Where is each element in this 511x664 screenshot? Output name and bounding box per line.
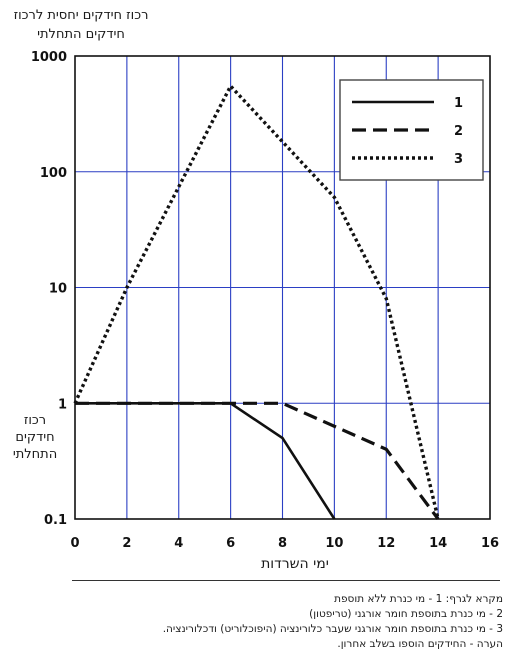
series-lines [73,83,440,520]
series-2-line [75,401,440,520]
y-tick-label: 100 [40,166,67,181]
note-line-3: 3 - מי כנרת בתוספת חומר אורגני שעבר כלור… [162,623,503,635]
x-tick-label: 10 [325,536,343,551]
y-tick-label: 1 [58,397,67,412]
y-tick-label: 0.1 [44,513,67,528]
series-1-line [75,401,336,520]
y-axis-title: רכוז חידקים יחסית לרכוז חידקים התחלתי [13,8,149,42]
note-line-1: מקרא לגרף: 1 - מי כנרת ללא תוספת [334,593,503,605]
x-tick-label: 16 [481,536,499,551]
note-line-2: 2 - מי כנרת בתוספת חומר אורגני (טריפטון) [309,608,503,620]
legend-label-2: 2 [454,124,463,139]
legend-label-1: 1 [454,96,463,111]
x-tick-label: 8 [278,536,287,551]
legend-label-3: 3 [454,152,463,167]
y-tick-label: 1000 [31,50,67,65]
note-line-4: הערה - החידקים הוספו בשלב אחרון. [337,638,503,650]
divider-line [72,580,500,581]
x-tick-label: 14 [429,536,447,551]
plot-frame [74,55,491,520]
x-tick-label: 12 [377,536,395,551]
x-tick-label: 0 [70,536,79,551]
y-tick-label: 10 [49,282,67,297]
legend-notes: מקרא לגרף: 1 - מי כנרת ללא תוספת 2 - מי … [33,592,503,652]
x-tick-label: 4 [174,536,183,551]
x-tick-label: 2 [122,536,131,551]
legend: 1 2 3 [339,79,484,181]
x-tick-label: 6 [226,536,235,551]
y-axis-side-label: רכוז חידקים התחלתי [12,413,58,462]
x-axis-title: ימי השרדות [261,556,329,572]
